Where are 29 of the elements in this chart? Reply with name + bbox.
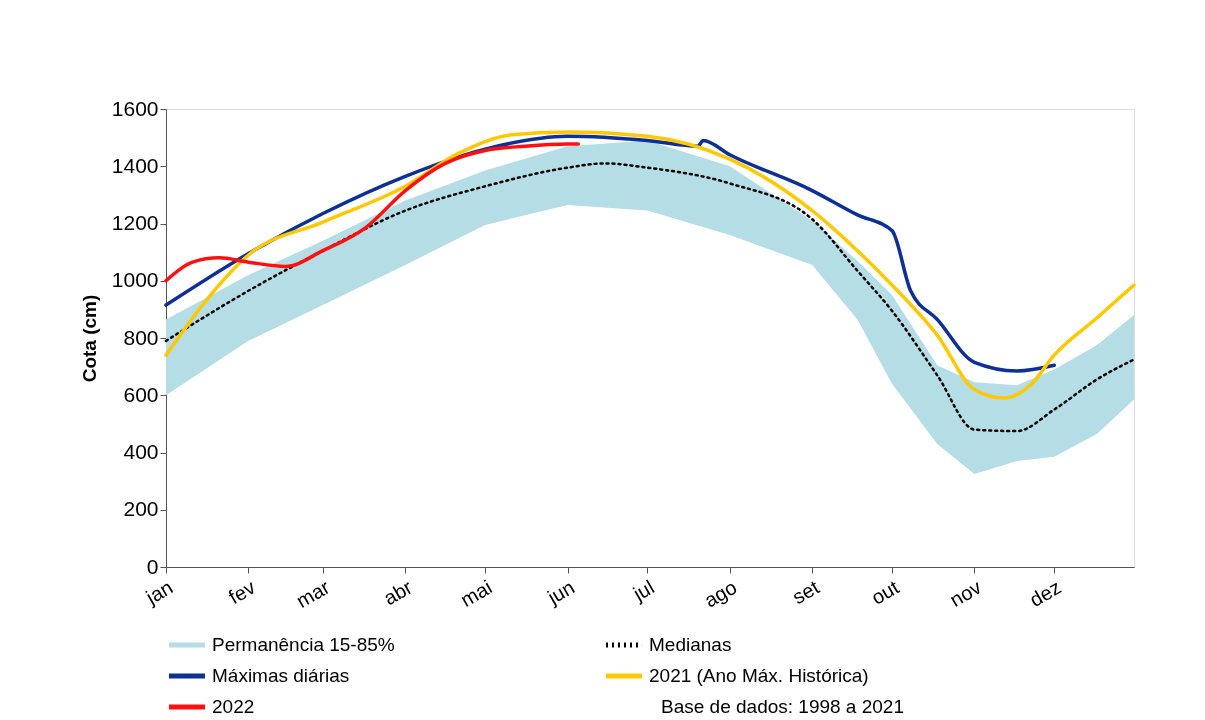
y-axis-title: Cota (cm) [78, 294, 100, 383]
text: Base de dados: 1998 a 2021 [661, 696, 904, 717]
y-tick-label: 1400 [111, 153, 159, 177]
legend-label: Máximas diárias [212, 665, 350, 686]
legend-label: 2021 (Ano Máx. Histórica) [649, 665, 869, 686]
x-tick-label: ago [700, 575, 741, 612]
x-tick-label: dez [1025, 575, 1065, 611]
y-tick-label: 0 [146, 554, 159, 578]
x-tick-label: fev [224, 575, 259, 609]
x-tick-label: mai [456, 575, 496, 611]
y-tick-label: 400 [123, 440, 159, 463]
y-tick-label: 1200 [111, 211, 159, 234]
y-tick-label: 800 [123, 325, 159, 349]
line-series [164, 142, 580, 283]
y-tick-label: 1000 [111, 268, 159, 292]
x-tick-label: abr [379, 575, 417, 610]
x-tick-label: set [788, 575, 824, 609]
x-tick-label: out [867, 575, 903, 609]
x-tick-label: nov [946, 575, 985, 611]
x-tick-label: jul [628, 575, 658, 606]
x-tick-label: mar [292, 575, 334, 613]
y-tick-label: 200 [123, 497, 159, 521]
y-tick-label: 1600 [111, 96, 159, 120]
x-tick-label: jan [141, 575, 177, 609]
legend-label: Permanência 15-85% [212, 634, 395, 655]
legend-label: Medianas [649, 634, 732, 655]
y-tick-label: 600 [123, 382, 159, 406]
legend-label: 2022 [212, 696, 255, 717]
x-tick-label: jun [543, 575, 579, 609]
